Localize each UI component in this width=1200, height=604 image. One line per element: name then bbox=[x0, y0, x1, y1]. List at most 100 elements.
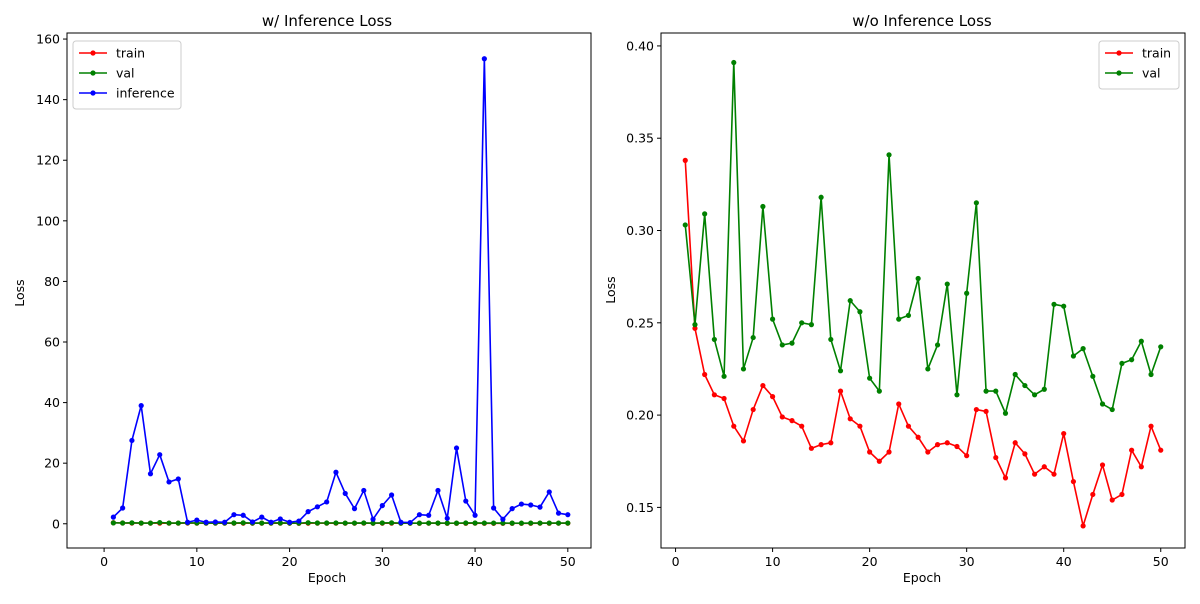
left-point-val bbox=[110, 520, 116, 526]
right-point-train bbox=[682, 157, 688, 163]
right-point-val bbox=[915, 275, 921, 282]
right-point-val bbox=[692, 322, 698, 328]
left-point-val bbox=[546, 520, 552, 526]
right-point-val bbox=[964, 290, 970, 296]
left-point-inference bbox=[435, 487, 441, 494]
left-point-val bbox=[537, 520, 543, 526]
right-x-tick-label: 10 bbox=[765, 554, 781, 569]
left-legend-label-val: val bbox=[116, 66, 135, 81]
right-subplot: w/o Inference Loss Epoch Loss 0 10 20 30 40 5… bbox=[603, 12, 1186, 585]
right-y-tick-label: 0.25 bbox=[626, 315, 654, 330]
right-point-val bbox=[896, 316, 902, 322]
left-point-inference bbox=[500, 516, 506, 522]
right-point-val bbox=[760, 203, 766, 210]
left-point-inference bbox=[333, 469, 339, 475]
left-y-tick-label: 120 bbox=[36, 153, 60, 168]
left-point-inference bbox=[463, 498, 469, 504]
right-point-train bbox=[711, 392, 717, 398]
left-point-inference bbox=[555, 510, 562, 516]
left-point-val bbox=[426, 520, 432, 526]
left-point-val bbox=[129, 520, 135, 526]
right-point-train bbox=[779, 414, 785, 420]
right-y-tick-label: 0.30 bbox=[626, 223, 654, 238]
right-point-train bbox=[1041, 464, 1047, 470]
left-point-inference bbox=[546, 489, 552, 495]
left-point-val bbox=[518, 520, 525, 526]
left-point-val bbox=[370, 520, 376, 526]
right-y-ticks: 0.15 0.20 0.25 0.30 0.35 0.40 bbox=[626, 38, 661, 515]
right-point-train bbox=[944, 440, 950, 446]
left-point-val bbox=[528, 520, 534, 526]
left-point-inference bbox=[361, 487, 367, 494]
left-point-inference bbox=[416, 512, 423, 518]
left-y-tick-label: 160 bbox=[36, 32, 60, 47]
right-point-train bbox=[1002, 475, 1009, 481]
left-legend-box bbox=[72, 40, 182, 110]
right-x-axis-label: Epoch bbox=[903, 570, 941, 585]
left-point-val bbox=[166, 520, 172, 526]
right-point-train bbox=[993, 454, 999, 461]
left-point-inference bbox=[184, 519, 191, 525]
left-point-inference bbox=[389, 492, 395, 498]
right-point-train bbox=[740, 438, 747, 444]
left-point-val bbox=[379, 520, 385, 526]
right-point-val bbox=[1129, 357, 1135, 363]
right-x-tick-label: 0 bbox=[672, 554, 680, 569]
left-point-val bbox=[138, 520, 144, 526]
left-point-val bbox=[481, 520, 487, 526]
left-point-inference bbox=[305, 509, 311, 515]
left-point-inference bbox=[110, 514, 116, 520]
left-point-inference bbox=[342, 490, 348, 497]
right-point-val bbox=[1119, 360, 1125, 367]
left-x-tick-label: 50 bbox=[560, 554, 576, 569]
right-point-val bbox=[876, 388, 882, 394]
left-point-inference bbox=[518, 501, 525, 507]
right-point-train bbox=[964, 453, 970, 459]
left-point-val bbox=[333, 520, 339, 526]
right-point-val bbox=[954, 392, 960, 398]
left-x-tick-label: 20 bbox=[282, 554, 298, 569]
left-point-inference bbox=[259, 514, 265, 520]
left-point-inference bbox=[166, 479, 172, 485]
left-point-val bbox=[147, 520, 154, 526]
right-y-tick-label: 0.15 bbox=[626, 500, 654, 515]
left-point-inference bbox=[147, 471, 154, 477]
right-y-tick-label: 0.20 bbox=[626, 408, 654, 423]
right-point-train bbox=[1012, 440, 1018, 446]
right-point-train bbox=[1138, 464, 1144, 470]
left-point-val bbox=[351, 520, 358, 526]
left-point-inference bbox=[370, 516, 376, 522]
right-point-val bbox=[1051, 301, 1057, 307]
right-point-train bbox=[905, 423, 912, 429]
right-point-train bbox=[1031, 471, 1038, 477]
right-point-train bbox=[847, 416, 853, 422]
left-point-inference bbox=[157, 452, 163, 458]
left-y-tick-label: 140 bbox=[36, 92, 60, 107]
left-y-tick-label: 0 bbox=[52, 516, 60, 531]
left-y-tick-label: 80 bbox=[44, 274, 60, 289]
right-legend-label-val: val bbox=[1142, 66, 1161, 81]
left-point-val bbox=[361, 520, 367, 526]
right-point-val bbox=[721, 373, 727, 379]
right-point-val bbox=[867, 375, 873, 381]
left-point-inference bbox=[444, 515, 450, 521]
left-point-inference bbox=[314, 504, 321, 510]
right-point-train bbox=[1061, 430, 1067, 437]
right-point-train bbox=[837, 388, 844, 394]
left-point-val bbox=[157, 519, 163, 526]
left-point-val bbox=[565, 520, 571, 526]
right-x-ticks: 0 10 20 30 40 50 bbox=[672, 548, 1169, 569]
right-point-train bbox=[750, 406, 756, 413]
left-point-inference bbox=[379, 502, 385, 509]
right-point-train bbox=[857, 423, 863, 429]
left-plot-frame bbox=[66, 32, 592, 549]
left-x-ticks: 0 10 20 30 40 50 bbox=[100, 548, 576, 569]
right-point-train bbox=[799, 423, 805, 429]
right-point-val bbox=[1002, 410, 1009, 416]
left-point-inference bbox=[324, 499, 330, 505]
right-point-val bbox=[1090, 373, 1096, 379]
left-point-val bbox=[342, 520, 348, 526]
right-point-val bbox=[1138, 338, 1144, 344]
left-point-inference bbox=[565, 512, 571, 518]
